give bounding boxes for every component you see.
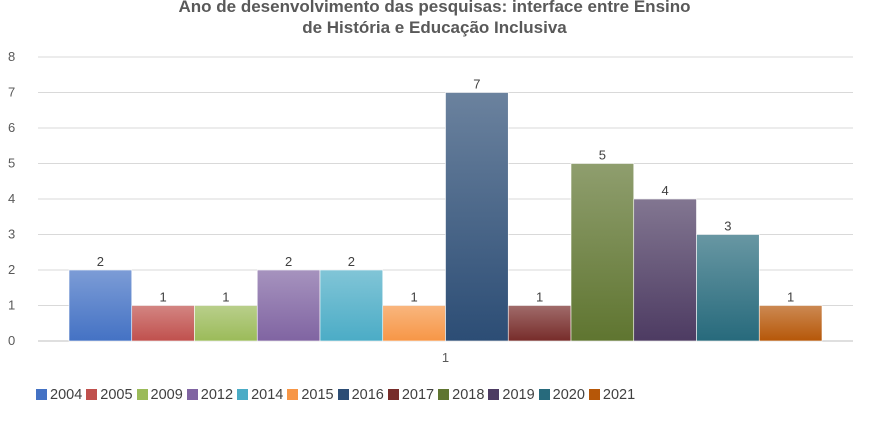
bar-2012 bbox=[256, 269, 321, 342]
legend-label: 2017 bbox=[401, 387, 435, 403]
legend-item-2021: 2021 bbox=[588, 386, 636, 404]
bar-2019 bbox=[633, 198, 697, 342]
y-tick-label: 2 bbox=[8, 262, 15, 277]
chart-title-line-1: Ano de desenvolvimento das pesquisas: in… bbox=[178, 0, 691, 16]
legend-swatch bbox=[438, 389, 450, 400]
bar-2020 bbox=[696, 234, 760, 342]
bar-2021 bbox=[758, 305, 823, 342]
y-tick-label: 8 bbox=[8, 49, 15, 64]
x-tick-label: 1 bbox=[442, 350, 449, 365]
legend-swatch bbox=[337, 389, 349, 400]
data-label-2015: 1 bbox=[411, 290, 418, 305]
chart-title: Ano de desenvolvimento das pesquisas: in… bbox=[0, 0, 869, 38]
y-tick-label: 6 bbox=[8, 120, 15, 135]
data-label-2012: 2 bbox=[285, 254, 292, 269]
legend-item-2012: 2012 bbox=[186, 386, 234, 404]
legend-swatch bbox=[186, 389, 198, 400]
data-label-2005: 1 bbox=[160, 290, 167, 305]
legend-item-2015: 2015 bbox=[287, 386, 334, 404]
legend-swatch bbox=[237, 389, 249, 400]
data-label-2017: 1 bbox=[536, 290, 543, 305]
bar-2017 bbox=[507, 305, 572, 342]
legend-item-2016: 2016 bbox=[337, 386, 384, 404]
bar-2014 bbox=[319, 269, 384, 342]
legend-item-2018: 2018 bbox=[438, 386, 484, 404]
legend-item-2005: 2005 bbox=[86, 386, 133, 404]
legend-item-2020: 2020 bbox=[538, 386, 585, 404]
bar-2004 bbox=[68, 269, 133, 342]
legend-label: 2014 bbox=[251, 387, 284, 403]
legend-label: 2015 bbox=[301, 387, 334, 403]
legend-swatch bbox=[86, 389, 98, 400]
legend-swatch bbox=[538, 389, 550, 400]
data-label-2004: 2 bbox=[97, 254, 104, 269]
bar-2016 bbox=[445, 92, 509, 342]
legend-label: 2012 bbox=[200, 387, 234, 403]
y-tick-label: 0 bbox=[8, 333, 15, 348]
chart-title-line-2: de História e Educação Inclusiva bbox=[302, 18, 567, 37]
legend-swatch bbox=[36, 389, 47, 400]
legend-swatch bbox=[488, 389, 500, 400]
legend-item-2017: 2017 bbox=[387, 386, 435, 404]
legend-label: 2004 bbox=[50, 387, 83, 403]
legend-item-2014: 2014 bbox=[237, 386, 283, 404]
data-label-2020: 3 bbox=[724, 219, 731, 234]
y-tick-label: 7 bbox=[8, 85, 15, 100]
chart-legend: 2004 2005 2009 2012 2014 2015 2016 2017 2018 2019… bbox=[36, 386, 836, 404]
legend-item-2019: 2019 bbox=[488, 386, 535, 404]
legend-item-2004: 2004 bbox=[36, 386, 82, 404]
y-tick-label: 3 bbox=[8, 227, 15, 242]
legend-label: 2019 bbox=[502, 387, 535, 403]
y-tick-label: 1 bbox=[8, 298, 15, 313]
legend-label: 2009 bbox=[150, 387, 183, 403]
legend-swatch bbox=[287, 389, 299, 400]
bar-2018 bbox=[570, 163, 635, 342]
data-label-2019: 4 bbox=[662, 183, 669, 198]
legend-item-2009: 2009 bbox=[136, 386, 183, 404]
legend-swatch bbox=[136, 389, 148, 400]
legend-swatch bbox=[387, 389, 399, 400]
data-label-2014: 2 bbox=[348, 254, 355, 269]
data-label-2018: 5 bbox=[599, 148, 606, 163]
legend-label: 2018 bbox=[452, 387, 485, 403]
data-label-2016: 7 bbox=[473, 77, 480, 92]
legend-label: 2016 bbox=[351, 387, 384, 403]
bar-2015 bbox=[382, 305, 446, 342]
legend-swatch bbox=[588, 389, 600, 400]
legend-label: 2020 bbox=[552, 387, 585, 403]
bar-2005 bbox=[131, 305, 195, 342]
legend-label: 2021 bbox=[602, 387, 636, 403]
legend-label: 2005 bbox=[100, 387, 133, 403]
data-label-2009: 1 bbox=[222, 290, 229, 305]
bar-2009 bbox=[194, 305, 258, 342]
y-tick-label: 5 bbox=[8, 156, 15, 171]
y-tick-label: 4 bbox=[8, 191, 15, 206]
data-label-2021: 1 bbox=[787, 290, 794, 305]
